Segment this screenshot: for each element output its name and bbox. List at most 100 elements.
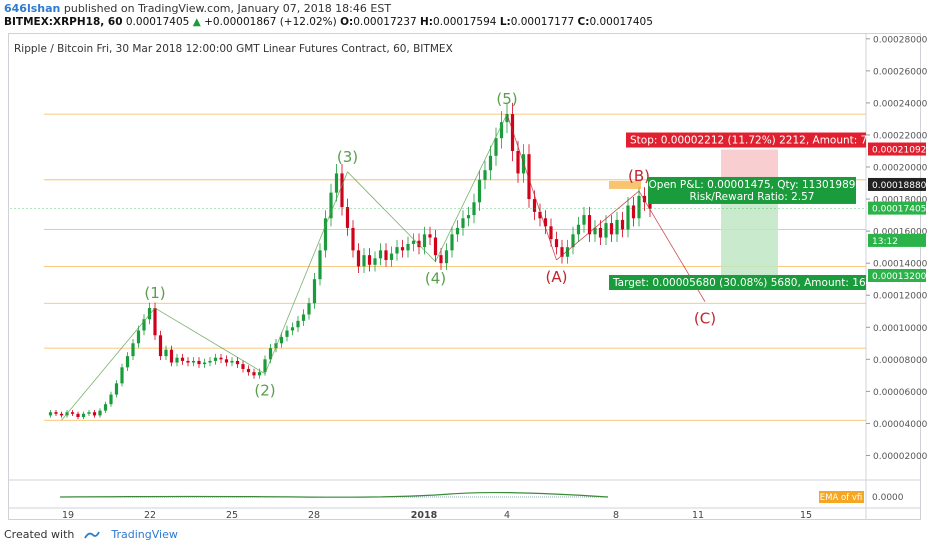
target-label-box [609, 274, 866, 290]
wave-label-3: (3) [337, 148, 358, 166]
y-tick-label: 0.00010000 [873, 324, 928, 334]
y-tick-label: 0.00006000 [873, 388, 928, 398]
candle-body [202, 362, 207, 365]
candle-body [527, 154, 531, 200]
candle-body [637, 195, 641, 219]
candle-body [395, 247, 399, 254]
candle-body [362, 255, 366, 267]
candle-body [549, 226, 553, 240]
y-tick-label: 0.00004000 [873, 420, 928, 430]
price-axis-label: 0.00017405 [872, 205, 926, 215]
candle-body [422, 234, 427, 248]
candle-body [208, 360, 212, 363]
candle-body [648, 202, 652, 209]
candle-body [626, 205, 630, 230]
x-tick-label: 22 [144, 510, 156, 521]
price-axis-label: 0.00018880 [872, 181, 927, 191]
wave-label-A: (A) [546, 268, 568, 286]
candle-body [114, 383, 119, 395]
x-tick-label: 2018 [411, 510, 438, 521]
publish-info: 646lshan published on TradingView.com, J… [4, 2, 391, 15]
candle-body [461, 218, 465, 228]
wave-line [154, 307, 266, 375]
candle-body [87, 412, 91, 414]
candle-body [81, 413, 86, 418]
candle-body [197, 360, 201, 365]
price-axis-label: 0.00013200 [872, 272, 927, 282]
candle-body [488, 155, 493, 171]
y-tick-label: 0.00012000 [873, 292, 928, 302]
publish-text: published on TradingView.com, January 07… [63, 2, 392, 15]
symbol: BITMEX:XRPH18, 60 [4, 16, 123, 28]
author-name[interactable]: 646lshan [4, 2, 61, 15]
wave-label-4: (4) [425, 270, 446, 288]
wave-line [506, 114, 557, 261]
indicator-name: EMA of vfi [820, 493, 863, 503]
candle-body [301, 314, 306, 321]
price-axis-label-box [868, 142, 926, 156]
indicator-zero-label: 0.0000 [872, 493, 904, 503]
candle-body [307, 303, 311, 315]
tradingview-brand[interactable]: TradingView [111, 528, 178, 541]
candle-body [180, 357, 185, 361]
candle-body [499, 122, 504, 139]
high-value: 0.00017594 [433, 16, 497, 28]
candle-body [164, 349, 168, 357]
candle-body [345, 207, 350, 228]
candle-body [136, 330, 141, 344]
y-tick-label: 0.00002000 [873, 452, 928, 462]
candle-body [48, 412, 53, 416]
candle-body [323, 218, 328, 251]
candle-body [318, 250, 322, 280]
chart-title: Ripple / Bitcoin Fri, 30 Mar 2018 12:00:… [14, 43, 453, 55]
candle-body [554, 239, 559, 248]
candle-body [241, 364, 245, 369]
candle-body [59, 413, 64, 416]
x-tick-label: 15 [800, 510, 812, 521]
candle-body [54, 412, 58, 414]
wave-label-C: (C) [694, 310, 716, 328]
x-tick-label: 4 [504, 510, 510, 521]
x-tick-label: 28 [308, 510, 320, 521]
candle-body [582, 215, 586, 225]
candle-body [279, 336, 284, 344]
candle-body [609, 223, 614, 235]
candle-body [213, 357, 218, 361]
candle-body [477, 179, 482, 203]
candle-body [384, 250, 388, 260]
stop-label-text: Stop: 0.00002212 (11.72%) 2212, Amount: … [630, 135, 878, 147]
created-with: Created with [4, 528, 75, 541]
candle-body [538, 211, 542, 219]
candle-body [285, 330, 289, 337]
wave-line [435, 113, 508, 262]
candle-body [373, 258, 377, 265]
candle-body [274, 343, 278, 349]
candle-body [565, 247, 570, 257]
y-tick-label: 0.00022000 [873, 131, 928, 141]
risk-reward-text: Risk/Reward Ratio: 2.57 [690, 191, 815, 203]
candle-body [615, 219, 619, 235]
candle-body [142, 319, 146, 331]
candle-body [153, 308, 157, 336]
x-tick-label: 8 [613, 510, 619, 521]
candle-body [329, 192, 333, 219]
candle-body [466, 215, 471, 219]
candle-body [98, 410, 102, 416]
wave-label-5: (5) [496, 90, 517, 108]
price-axis-label: 0.00021092 [872, 146, 926, 156]
candle-body [224, 359, 229, 363]
candle-body [444, 250, 449, 264]
footer: Created with TradingView [4, 528, 178, 541]
price-axis-label-box [868, 233, 926, 247]
candle-body [109, 394, 113, 405]
candle-body [252, 372, 256, 376]
candle-body [131, 343, 135, 357]
candle-body [76, 413, 80, 418]
y-tick-label: 0.00024000 [873, 99, 928, 109]
pnl-box [648, 176, 856, 204]
y-tick-label: 0.00026000 [873, 67, 928, 77]
candle-body [433, 237, 438, 256]
entry-marker [609, 180, 641, 189]
price-axis-label-box [868, 268, 926, 282]
